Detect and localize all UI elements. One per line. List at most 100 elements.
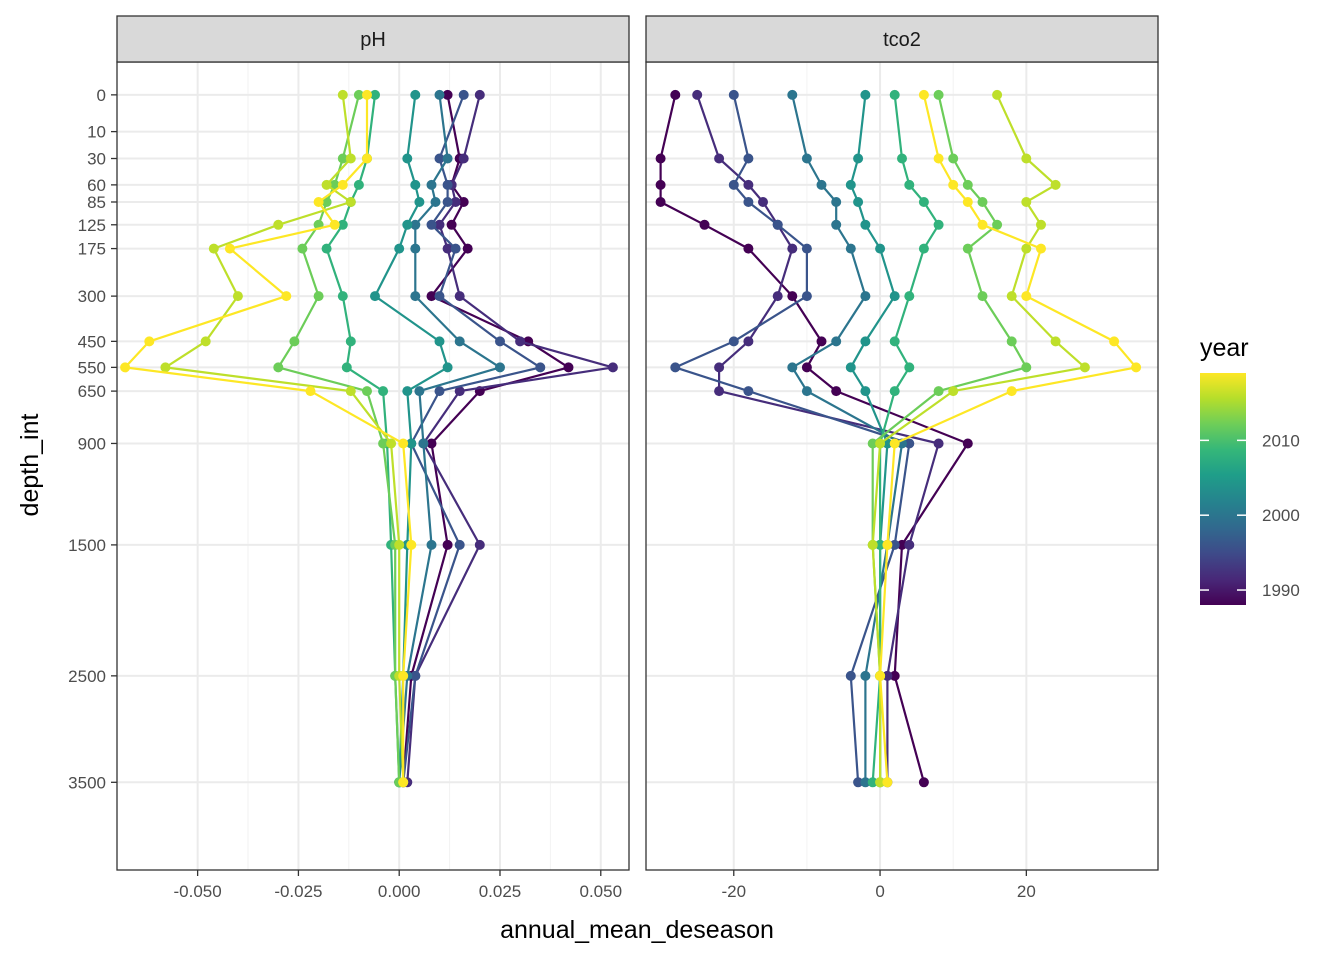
data-point [860, 336, 871, 347]
data-point [787, 89, 798, 100]
data-point [875, 243, 886, 254]
data-point [474, 89, 485, 100]
data-point [882, 539, 893, 550]
data-point [962, 243, 973, 254]
panels-layer: pH -0.050 -0.025 0.000 0.025 0.050 tco2 -20 0 20 [116, 15, 1159, 901]
data-point [860, 89, 871, 100]
data-point [670, 89, 681, 100]
data-point [458, 153, 469, 164]
data-point [281, 291, 292, 302]
data-point [933, 153, 944, 164]
data-point [446, 219, 457, 230]
data-point [442, 179, 453, 190]
y-tick-label: 0 [97, 86, 106, 105]
y-tick-label: 450 [78, 332, 106, 351]
data-point [743, 243, 754, 254]
data-point [144, 336, 155, 347]
data-point [845, 243, 856, 254]
data-point [977, 219, 988, 230]
data-point [801, 153, 812, 164]
data-point [831, 336, 842, 347]
data-point [273, 219, 284, 230]
data-point [948, 179, 959, 190]
data-point [410, 179, 421, 190]
data-point [273, 362, 284, 373]
data-point [1050, 336, 1061, 347]
data-point [1021, 197, 1032, 207]
data-point [398, 777, 409, 788]
data-point [414, 197, 425, 207]
data-point [889, 336, 900, 347]
data-point [345, 386, 356, 397]
data-point [992, 219, 1003, 230]
data-point [450, 243, 461, 254]
data-point [801, 362, 812, 373]
year-legend: year 1990 2000 2010 [1200, 334, 1300, 605]
data-point [743, 197, 754, 207]
data-point [1006, 386, 1017, 397]
data-point [406, 539, 417, 550]
legend-ticks: 1990 2000 2010 [1200, 431, 1300, 600]
data-point [378, 438, 389, 449]
data-point [410, 670, 421, 681]
data-point [458, 89, 469, 100]
data-point [787, 243, 798, 254]
data-point [897, 153, 907, 164]
y-axis-title: depth_int [16, 414, 44, 517]
y-tick-label: 1500 [68, 536, 106, 555]
data-point [867, 438, 878, 449]
data-point [337, 219, 348, 230]
data-point [918, 89, 929, 100]
data-point [948, 386, 959, 397]
data-point [474, 539, 485, 550]
data-point [337, 153, 348, 164]
data-point [426, 219, 437, 230]
data-point [398, 438, 409, 449]
y-tick-label: 85 [87, 193, 106, 212]
data-point [200, 336, 211, 347]
y-tick-label: 3500 [68, 773, 106, 792]
data-point [977, 197, 988, 207]
data-point [410, 219, 421, 230]
data-point [853, 153, 864, 164]
data-point [728, 89, 739, 100]
data-point [1131, 362, 1142, 373]
data-point [434, 291, 445, 302]
data-point [758, 197, 768, 207]
data-point [362, 153, 372, 164]
legend-tick-label: 2000 [1262, 506, 1300, 525]
data-point [345, 153, 356, 164]
x-tick-label: -0.050 [174, 882, 222, 901]
data-point [801, 291, 812, 302]
data-point [1050, 179, 1061, 190]
data-point [860, 291, 871, 302]
data-point [918, 777, 929, 788]
data-point [1021, 153, 1032, 164]
data-point [345, 336, 356, 347]
data-point [655, 197, 666, 207]
data-point [904, 438, 915, 449]
data-point [430, 197, 441, 207]
data-point [353, 179, 364, 190]
data-point [426, 179, 437, 190]
x-tick-label: 0.050 [580, 882, 623, 901]
x-tick-label: 20 [1017, 882, 1036, 901]
data-point [860, 219, 871, 230]
data-point [1021, 243, 1032, 254]
y-tick-label: 175 [78, 240, 106, 259]
data-point [120, 362, 131, 373]
data-point [860, 670, 871, 681]
series-group [655, 89, 1142, 788]
y-tick-label: 30 [87, 150, 106, 169]
data-point [208, 243, 219, 254]
data-point [897, 539, 907, 550]
data-point [402, 153, 413, 164]
data-point [406, 438, 417, 449]
data-point [933, 386, 944, 397]
data-point [889, 386, 900, 397]
data-point [699, 219, 710, 230]
data-point [889, 670, 900, 681]
data-point [889, 539, 900, 550]
data-point [714, 362, 725, 373]
data-point [860, 386, 871, 397]
